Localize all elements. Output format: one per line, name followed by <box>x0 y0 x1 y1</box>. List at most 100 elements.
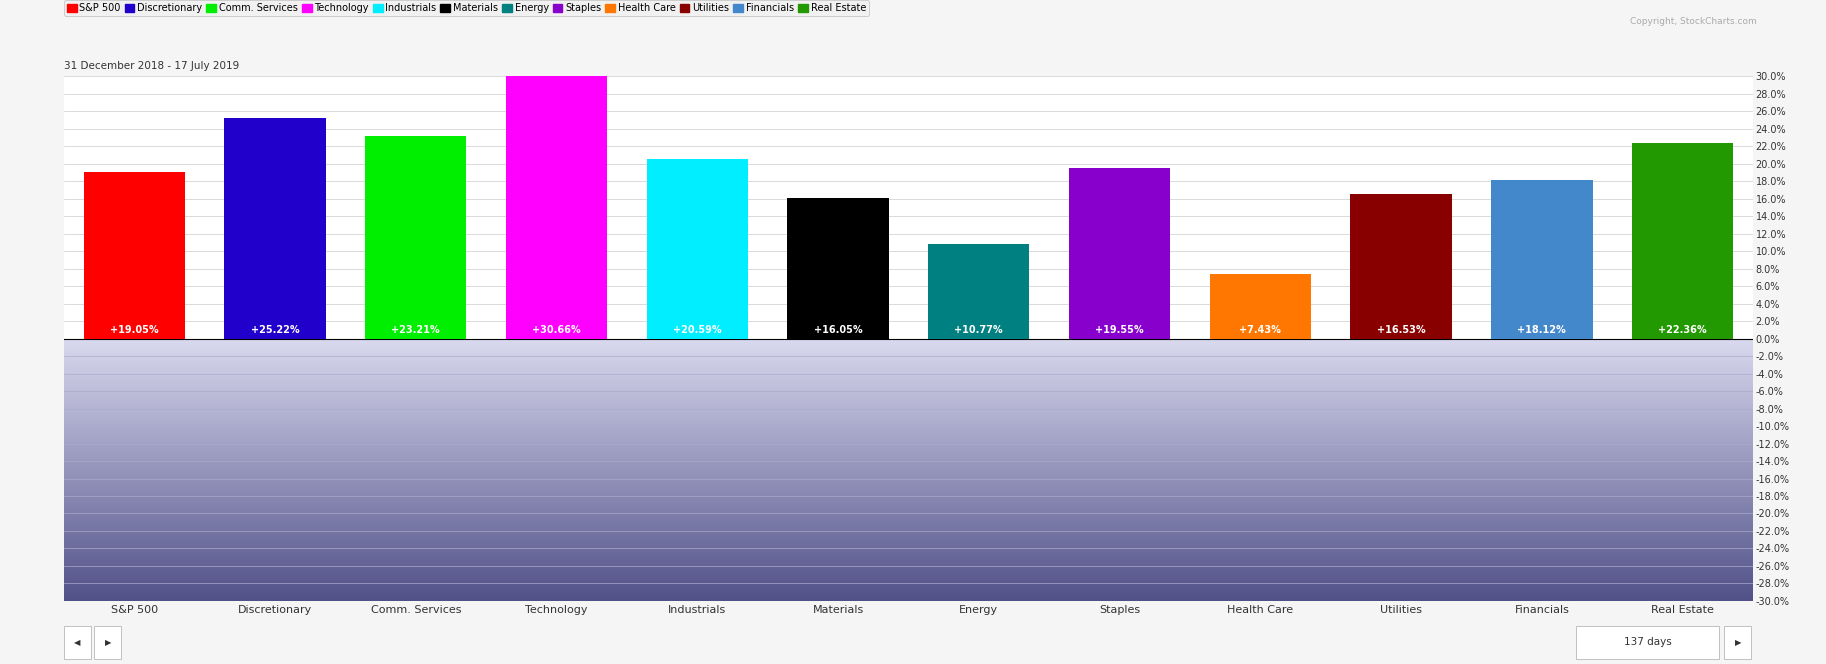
Bar <box>64 529 1753 530</box>
Bar <box>64 492 1753 493</box>
Text: +23.21%: +23.21% <box>391 325 440 335</box>
Bar <box>95 626 121 659</box>
Text: Copyright, StockCharts.com: Copyright, StockCharts.com <box>1631 17 1757 26</box>
Bar <box>64 452 1753 453</box>
Bar <box>64 597 1753 598</box>
Bar <box>64 626 91 659</box>
Bar <box>64 376 1753 378</box>
Bar <box>64 533 1753 534</box>
Text: +20.59%: +20.59% <box>674 325 721 335</box>
Bar <box>64 527 1753 529</box>
Bar <box>64 558 1753 559</box>
Bar <box>64 444 1753 445</box>
Text: ▶: ▶ <box>1735 638 1740 647</box>
Bar <box>64 467 1753 469</box>
Bar <box>64 488 1753 489</box>
Bar <box>64 388 1753 390</box>
Bar <box>64 570 1753 571</box>
Bar <box>64 525 1753 526</box>
Bar <box>64 404 1753 406</box>
Bar <box>64 563 1753 564</box>
Bar <box>64 378 1753 379</box>
Bar <box>64 456 1753 457</box>
Text: +19.05%: +19.05% <box>110 325 159 335</box>
Bar <box>64 438 1753 440</box>
Bar <box>64 356 1753 357</box>
Bar <box>64 566 1753 567</box>
Bar <box>64 364 1753 365</box>
Bar <box>64 495 1753 496</box>
Bar <box>64 585 1753 586</box>
Bar <box>64 507 1753 508</box>
Bar <box>64 386 1753 387</box>
Bar <box>64 400 1753 402</box>
Bar <box>64 349 1753 351</box>
Bar <box>64 442 1753 444</box>
Bar <box>64 370 1753 371</box>
Bar <box>64 470 1753 471</box>
Bar <box>64 371 1753 373</box>
Bar <box>64 539 1753 540</box>
Bar <box>64 552 1753 554</box>
Bar <box>64 499 1753 500</box>
Bar <box>64 584 1753 585</box>
Bar <box>64 421 1753 422</box>
Text: ▶: ▶ <box>104 638 111 647</box>
Bar <box>64 555 1753 556</box>
Bar <box>64 352 1753 353</box>
Bar <box>64 403 1753 404</box>
Bar <box>64 375 1753 376</box>
Bar <box>64 551 1753 552</box>
Bar <box>64 534 1753 535</box>
Bar <box>64 491 1753 492</box>
Bar <box>64 343 1753 344</box>
Bar <box>64 382 1753 383</box>
Bar <box>64 476 1753 477</box>
Bar <box>64 479 1753 480</box>
Bar <box>64 517 1753 519</box>
Bar <box>64 424 1753 425</box>
Bar <box>64 341 1753 343</box>
Bar <box>64 450 1753 452</box>
Bar <box>64 531 1753 533</box>
Bar <box>64 567 1753 568</box>
Bar <box>64 360 1753 361</box>
Bar <box>64 428 1753 429</box>
Bar <box>64 515 1753 516</box>
Bar <box>64 383 1753 384</box>
Bar <box>646 159 749 339</box>
Bar <box>64 432 1753 433</box>
Bar <box>64 519 1753 520</box>
Bar <box>64 496 1753 497</box>
Bar <box>64 461 1753 462</box>
Bar <box>64 487 1753 488</box>
Bar <box>64 574 1753 576</box>
Bar <box>64 436 1753 437</box>
Bar <box>64 472 1753 473</box>
Bar <box>64 402 1753 403</box>
Bar <box>64 348 1753 349</box>
Bar <box>64 384 1753 386</box>
Bar <box>64 396 1753 398</box>
Bar <box>64 548 1753 550</box>
Bar <box>64 598 1753 600</box>
Bar <box>64 576 1753 577</box>
Bar <box>64 380 1753 382</box>
Bar <box>64 540 1753 542</box>
Bar <box>64 560 1753 562</box>
Bar <box>64 483 1753 484</box>
Bar <box>64 395 1753 396</box>
Bar <box>84 172 184 339</box>
Bar <box>64 578 1753 580</box>
Bar <box>64 387 1753 388</box>
Bar <box>64 363 1753 364</box>
Bar <box>64 433 1753 434</box>
Bar <box>64 361 1753 363</box>
Text: +25.22%: +25.22% <box>250 325 299 335</box>
Bar <box>64 542 1753 543</box>
Bar <box>64 345 1753 347</box>
Bar <box>64 441 1753 442</box>
Bar <box>64 463 1753 465</box>
Bar <box>64 412 1753 414</box>
Bar <box>64 556 1753 558</box>
